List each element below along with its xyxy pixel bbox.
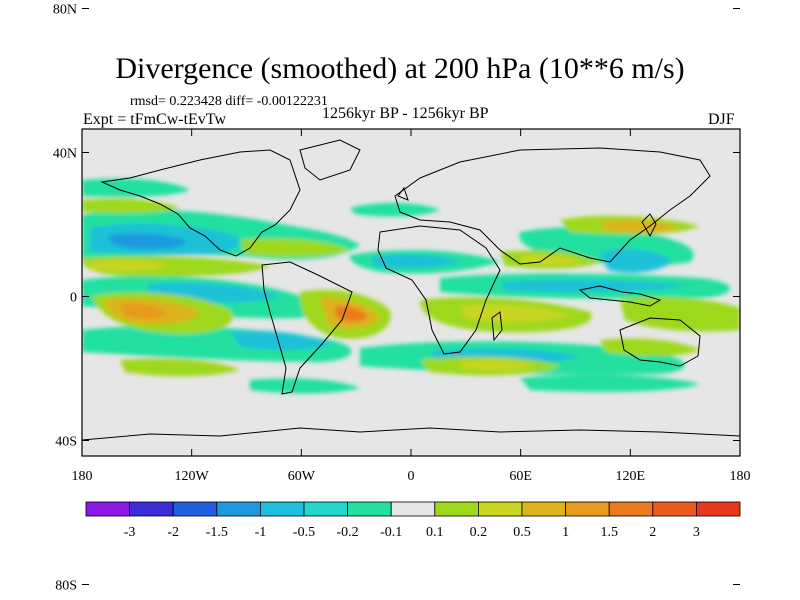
colorbar-label: -2 [167, 525, 179, 540]
lat-tick-label: 0 [70, 291, 77, 306]
contour-pos [120, 303, 168, 319]
lon-tick-label: 120W [175, 469, 210, 484]
colorbar-swatch [608, 501, 654, 517]
lat-tick-label: 80S [55, 579, 77, 594]
contour-pos [460, 359, 535, 371]
contour-pos [460, 304, 570, 323]
colorbar-swatch [303, 501, 348, 517]
colorbar-swatch [565, 501, 610, 517]
experiment-label: Expt = tFmCw-tEvTw [83, 111, 227, 128]
colorbar-label: 1.5 [600, 525, 618, 540]
latitude-labels: 80N 40N 0 40S 80S [53, 3, 77, 594]
coastline-uk [397, 186, 409, 201]
colorbar-label: 0.5 [513, 525, 531, 540]
season-label: DJF [708, 111, 735, 128]
lon-tick-label: 180 [730, 469, 751, 484]
divergence-field [82, 129, 740, 456]
coastline-south-america [261, 261, 353, 395]
colorbar-swatch [172, 501, 218, 517]
colorbar-swatch [85, 501, 130, 517]
colorbar-label: -0.5 [293, 525, 315, 540]
contour-neg [370, 254, 460, 269]
colorbar-swatch [216, 501, 261, 517]
colorbar-swatch [347, 501, 392, 517]
coastlines [82, 139, 740, 441]
lon-tick-label: 60W [288, 469, 316, 484]
colorbar-swatch [521, 501, 566, 517]
colorbar-swatch [129, 501, 174, 517]
colorbar-swatch [390, 501, 436, 517]
coastline-japan [641, 213, 657, 238]
tick-marks [81, 8, 741, 585]
contour-neg [82, 178, 190, 198]
colorbar-label: -1 [255, 525, 267, 540]
contour-pos [240, 238, 350, 257]
colorbar-swatch [696, 501, 741, 517]
coastline-africa [377, 225, 501, 355]
colorbar-swatch [477, 501, 523, 517]
lat-tick-label: 40N [53, 147, 77, 162]
lon-tick-label: 0 [408, 469, 415, 484]
lon-tick-label: 120E [616, 469, 646, 484]
lat-tick-label: 40S [55, 435, 77, 450]
colorbar-label: 0.2 [470, 525, 488, 540]
period-label: 1256kyr BP - 1256kyr BP [322, 105, 489, 122]
contour-neg [520, 374, 700, 392]
colorbar-label: 3 [693, 525, 700, 540]
colorbar-label: -0.2 [337, 525, 359, 540]
contour-neg [500, 279, 690, 293]
contour-neg [600, 249, 672, 273]
colorbar-label: 1 [562, 525, 569, 540]
colorbar-label: -1.5 [206, 525, 228, 540]
colorbar-swatch [652, 501, 697, 517]
contour-neg [108, 233, 186, 250]
lon-tick-label: 180 [72, 469, 93, 484]
coastline-eurasia [394, 147, 711, 265]
contour-fill-layer [82, 178, 740, 394]
coastline-greenland [299, 139, 361, 181]
map-title: Divergence (smoothed) at 200 hPa (10**6 … [115, 52, 685, 85]
colorbar-labels: -3 -2 -1.5 -1 -0.5 -0.2 -0.1 0.1 0.2 0.5 1 1.5 2 3 [124, 525, 700, 540]
contour-pos [120, 358, 240, 377]
contour-pos [600, 338, 700, 357]
contour-neg [230, 330, 330, 351]
longitude-labels: 180 120W 60W 0 60E 120E 180 [72, 469, 751, 484]
colorbar-label: 2 [649, 525, 656, 540]
lat-tick-label: 80N [53, 3, 77, 18]
contour-pos [600, 220, 680, 233]
coastline-madagascar [491, 311, 503, 342]
contour-neg [350, 202, 440, 217]
colorbar-label: 0.1 [426, 525, 444, 540]
colorbar-swatch [434, 501, 479, 517]
coastline-indonesia [578, 285, 662, 307]
contour-pos [90, 259, 170, 272]
rmsd-diff-stats: rmsd= 0.223428 diff= -0.00122231 [130, 94, 328, 109]
coastline-australia [619, 317, 701, 367]
colorbar-label: -3 [124, 525, 136, 540]
colorbar-swatch [259, 501, 305, 517]
lon-tick-label: 60E [509, 469, 532, 484]
colorbar [85, 501, 741, 517]
coastline-antarctica [82, 427, 740, 441]
contour-neg [250, 378, 360, 394]
coastline-north-america [100, 149, 301, 257]
colorbar-label: -0.1 [380, 525, 402, 540]
